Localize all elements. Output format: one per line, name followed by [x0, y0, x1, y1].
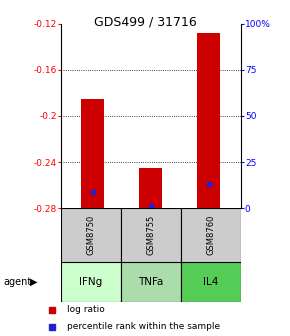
- Text: GDS499 / 31716: GDS499 / 31716: [94, 15, 196, 28]
- FancyBboxPatch shape: [121, 262, 181, 302]
- Text: percentile rank within the sample: percentile rank within the sample: [67, 322, 220, 331]
- Text: GSM8750: GSM8750: [86, 215, 95, 255]
- Text: log ratio: log ratio: [67, 305, 105, 314]
- FancyBboxPatch shape: [121, 208, 181, 262]
- Bar: [139, 168, 162, 208]
- Text: GSM8760: GSM8760: [206, 215, 215, 255]
- Text: IL4: IL4: [203, 277, 218, 287]
- Text: ▶: ▶: [30, 277, 38, 287]
- FancyBboxPatch shape: [181, 262, 241, 302]
- Text: agent: agent: [3, 277, 31, 287]
- Text: TNFa: TNFa: [138, 277, 164, 287]
- Text: IFNg: IFNg: [79, 277, 102, 287]
- FancyBboxPatch shape: [181, 208, 241, 262]
- Text: GSM8755: GSM8755: [146, 215, 155, 255]
- Bar: [197, 33, 220, 208]
- FancyBboxPatch shape: [61, 262, 121, 302]
- Bar: [81, 98, 104, 208]
- FancyBboxPatch shape: [61, 208, 121, 262]
